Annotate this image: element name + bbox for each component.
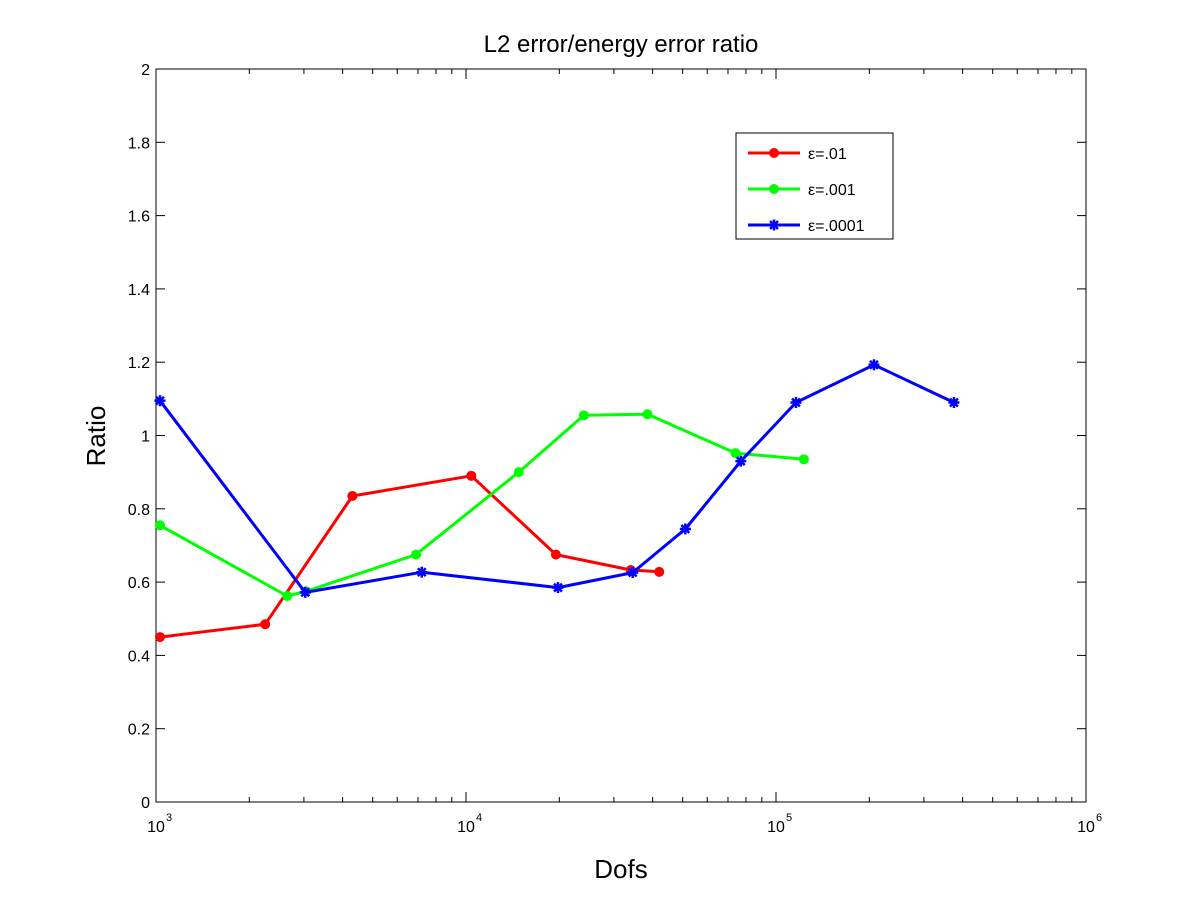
y-tick-label: 0.6 bbox=[128, 575, 150, 592]
legend-label: ε=.01 bbox=[808, 146, 847, 163]
data-point bbox=[552, 582, 564, 594]
data-point bbox=[411, 549, 422, 560]
y-tick-label: 0 bbox=[141, 795, 150, 812]
x-tick-exponent: 4 bbox=[476, 812, 482, 824]
x-tick-exponent: 5 bbox=[786, 812, 792, 824]
y-tick-label: 1 bbox=[141, 429, 150, 446]
legend-label: ε=.0001 bbox=[808, 218, 865, 235]
data-point bbox=[730, 448, 741, 459]
y-tick-label: 2 bbox=[141, 62, 150, 79]
x-tick-exponent: 3 bbox=[166, 812, 172, 824]
legend-box bbox=[735, 132, 894, 240]
marker-core bbox=[870, 361, 877, 368]
marker-core bbox=[737, 458, 744, 465]
data-point bbox=[868, 359, 880, 371]
y-tick-label: 1.8 bbox=[128, 135, 150, 152]
data-point bbox=[466, 470, 477, 481]
data-point bbox=[154, 632, 165, 643]
data-point bbox=[642, 409, 653, 420]
data-point bbox=[550, 549, 561, 560]
x-tick-label: 10 bbox=[147, 819, 165, 836]
marker-core bbox=[302, 589, 309, 596]
data-point bbox=[282, 591, 293, 602]
marker-core bbox=[792, 399, 799, 406]
data-point bbox=[578, 410, 589, 421]
legend-item: ε=.0001 bbox=[748, 218, 865, 235]
data-point bbox=[154, 395, 166, 407]
chart-title: L2 error/energy error ratio bbox=[484, 31, 759, 58]
data-point bbox=[654, 566, 665, 577]
x-tick-label: 10 bbox=[767, 819, 785, 836]
y-tick-label: 1.4 bbox=[128, 282, 150, 299]
data-point bbox=[627, 567, 639, 579]
series-3 bbox=[154, 359, 960, 598]
marker-core bbox=[418, 569, 425, 576]
data-point bbox=[347, 490, 358, 501]
marker-core bbox=[771, 222, 777, 228]
data-point bbox=[948, 397, 960, 409]
data-point bbox=[260, 619, 271, 630]
x-tick-label: 10 bbox=[457, 819, 475, 836]
data-point bbox=[154, 520, 165, 531]
data-point bbox=[513, 467, 524, 478]
marker-core bbox=[554, 584, 561, 591]
marker-core bbox=[629, 569, 636, 576]
legend-marker bbox=[769, 148, 779, 158]
y-tick-label: 1.6 bbox=[128, 209, 150, 226]
y-tick-label: 1.2 bbox=[128, 355, 150, 372]
legend-marker bbox=[769, 184, 779, 194]
data-point bbox=[790, 397, 802, 409]
y-tick-label: 0.8 bbox=[128, 502, 150, 519]
legend: ε=.01 ε=.001 ε=.0001 bbox=[735, 132, 894, 240]
x-tick-exponent: 6 bbox=[1096, 812, 1102, 824]
marker-core bbox=[156, 397, 163, 404]
data-point bbox=[798, 454, 809, 465]
x-axis-title: Dofs bbox=[594, 854, 647, 884]
y-tick-label: 0.2 bbox=[128, 722, 150, 739]
y-axis-title: Ratio bbox=[81, 406, 111, 467]
data-point bbox=[735, 455, 747, 467]
marker-core bbox=[682, 525, 689, 532]
data-point bbox=[416, 566, 428, 578]
legend-label: ε=.001 bbox=[808, 182, 856, 199]
marker-core bbox=[950, 399, 957, 406]
x-tick-label: 10 bbox=[1077, 819, 1095, 836]
data-point bbox=[299, 586, 311, 598]
legend-item: ε=.001 bbox=[748, 182, 856, 199]
series-line bbox=[158, 363, 955, 594]
y-tick-label: 0.4 bbox=[128, 648, 150, 665]
data-point bbox=[679, 523, 691, 535]
legend-marker bbox=[768, 219, 780, 231]
legend-item: ε=.01 bbox=[748, 146, 847, 163]
